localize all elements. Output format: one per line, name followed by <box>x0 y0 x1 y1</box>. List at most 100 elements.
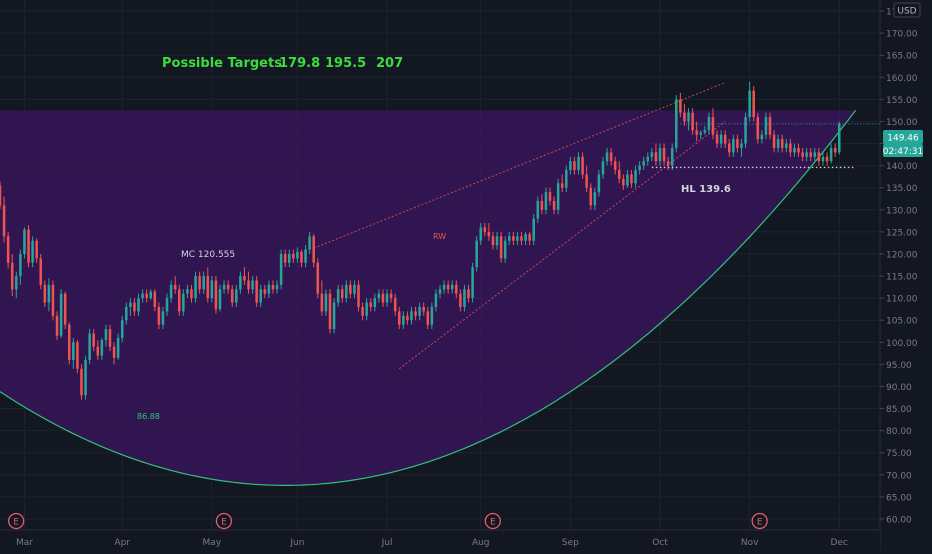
candle-body <box>255 280 258 303</box>
candle <box>789 139 792 157</box>
candle <box>190 284 193 303</box>
candle-body <box>104 329 108 341</box>
wedge-upper-line <box>313 82 726 249</box>
candle-body <box>479 227 483 241</box>
countdown-tag: 02:47:31 <box>883 144 923 157</box>
earnings-label: E <box>757 518 763 528</box>
candle-body <box>145 293 148 299</box>
price-tick-label: 65.00 <box>886 493 912 503</box>
candle <box>385 289 389 307</box>
candle <box>202 271 205 294</box>
candle <box>581 152 584 179</box>
candle <box>259 284 263 307</box>
candle <box>662 143 666 166</box>
candle-body <box>471 267 474 299</box>
svg-text:USD: USD <box>897 7 916 17</box>
candle-body <box>727 143 731 153</box>
candle-body <box>202 276 205 290</box>
candle-body <box>666 161 670 166</box>
candle <box>397 306 401 330</box>
candle <box>243 267 246 285</box>
price-tick-label: 85.00 <box>886 405 912 415</box>
time-tick-label: Apr <box>114 538 130 548</box>
candle-body <box>308 236 311 250</box>
candle <box>120 315 124 343</box>
candle <box>349 280 352 299</box>
candle-body <box>654 152 658 162</box>
candle-body <box>190 289 193 299</box>
candle-body <box>59 293 63 336</box>
candle <box>263 284 267 299</box>
candle-body <box>263 289 267 294</box>
candle <box>463 284 466 312</box>
price-axis[interactable]: 60.00 65.00 70.00 75.00 80.00 85.00 90.00 95.00… <box>879 0 932 550</box>
candle <box>817 147 821 166</box>
price-tick-label: 130.00 <box>886 206 918 216</box>
candle <box>59 289 63 338</box>
candle <box>638 161 641 175</box>
currency-badge[interactable]: USD <box>893 2 921 18</box>
candle-body <box>120 320 124 338</box>
candle <box>393 293 397 316</box>
candle-body <box>630 174 633 184</box>
candle-body <box>96 346 100 356</box>
candle <box>76 340 79 374</box>
candle-body <box>116 337 120 358</box>
candle <box>479 223 483 246</box>
candle-body <box>349 284 352 294</box>
candle <box>442 280 446 294</box>
candle-body <box>577 156 580 171</box>
candle-body <box>455 284 458 294</box>
candle <box>336 284 340 307</box>
candle <box>821 152 825 166</box>
candle <box>732 134 735 157</box>
candle-body <box>418 306 421 316</box>
candle <box>100 337 104 360</box>
candle-body <box>10 262 14 290</box>
candle-body <box>222 284 226 290</box>
candle <box>96 340 100 360</box>
candle <box>658 143 662 166</box>
earnings-marker: E <box>7 512 25 530</box>
candle <box>585 165 588 193</box>
candle-body <box>55 315 59 336</box>
candle <box>381 289 385 307</box>
candle-body <box>650 152 654 157</box>
candle <box>601 156 605 179</box>
candle <box>88 329 91 365</box>
candle <box>483 223 487 237</box>
candle-body <box>438 289 442 294</box>
candle <box>622 174 625 190</box>
candle-body <box>186 289 189 294</box>
candle <box>654 143 658 166</box>
candle <box>520 231 523 246</box>
candle-body <box>410 311 413 321</box>
candle-body <box>552 200 556 210</box>
candle <box>186 284 189 299</box>
candle <box>475 236 478 272</box>
candle <box>255 276 258 307</box>
candle-body <box>569 161 572 171</box>
candle <box>389 289 393 303</box>
overlays <box>651 123 880 169</box>
candle-body <box>434 293 438 307</box>
candle-body <box>275 284 279 290</box>
candle-body <box>271 284 275 290</box>
candle-body <box>125 306 128 321</box>
candle-body <box>194 276 197 299</box>
time-axis[interactable]: Mar Apr May Jun Jul Aug Sep Oct Nov Dec <box>0 529 880 550</box>
candle <box>92 329 95 352</box>
candle <box>813 147 817 162</box>
candle-body <box>373 298 377 307</box>
candle <box>459 289 462 312</box>
candle <box>275 280 279 294</box>
candle-body <box>622 178 625 186</box>
candle <box>161 306 165 330</box>
candle-body <box>243 276 246 281</box>
candle-body <box>430 306 434 325</box>
candle-body <box>47 284 51 303</box>
candle <box>27 225 30 268</box>
candle-body <box>768 117 772 135</box>
